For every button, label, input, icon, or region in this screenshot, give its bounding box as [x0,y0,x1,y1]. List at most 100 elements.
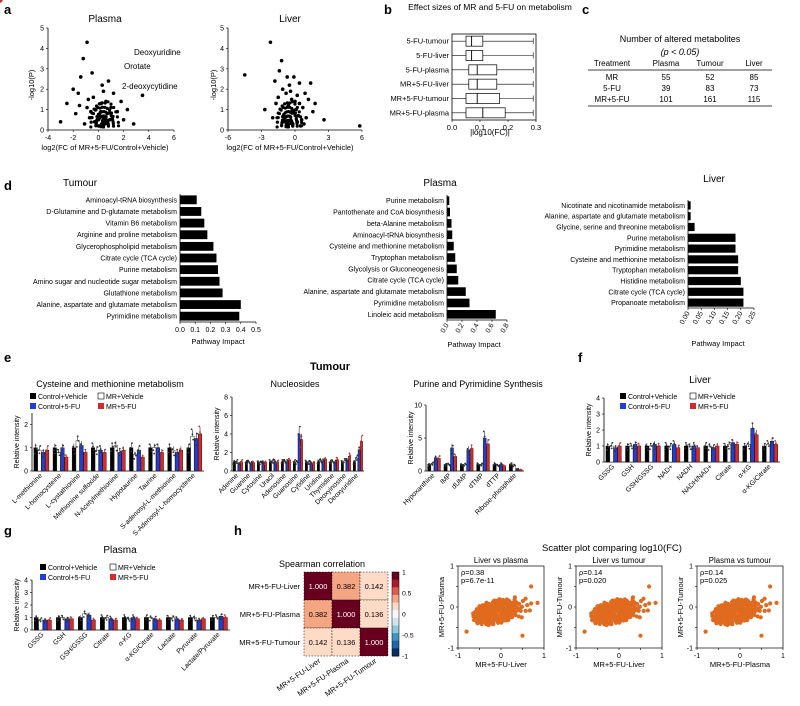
scatter-x-tick-label: 1 [660,653,664,660]
plasma-bar-dot [219,616,222,618]
pur-dot [467,451,470,453]
scatter-rho: ρ=0.38 [461,568,484,577]
pur-dot [469,452,472,454]
liver-volcano-point [275,125,279,129]
pur-dot [471,447,474,450]
nuc-dot [274,460,277,463]
cys-bar [190,436,195,472]
plasma-volcano-point [90,116,94,120]
cys-dot [46,452,49,455]
scatter-point [517,606,522,611]
liver-bar-dot [746,442,749,445]
cys-bar [194,438,199,472]
cys-dot [83,455,86,458]
plasma-bar-dot [128,620,131,622]
plasma-bar-dot [34,619,37,622]
scatter-x-tick-label: -1 [455,653,461,660]
scatter-y-tick-label: 1 [450,564,454,571]
nuc-dot [304,459,307,462]
cys-dot [154,444,156,447]
cys-dot [45,449,48,452]
scatter-y-tick-label: 0 [689,605,693,612]
pur-dot [500,463,503,465]
liver-bar-dot [771,437,774,439]
scatter-point [638,633,643,638]
cys-dot [41,456,44,458]
pur-x-label: dUMP [451,472,470,491]
plasma-bar-dot [38,619,41,621]
orotate-label: Orotate [124,62,151,71]
nuc-dot [294,459,297,461]
plasma-volcano-point [94,104,99,108]
scatter-point [635,606,640,611]
plasma-volcano-point [100,83,104,87]
liver-volcano-point [313,101,317,106]
scatter-point [497,608,502,613]
cys-dot [157,446,159,449]
nuc-dot [336,458,339,461]
liver-volcano-point [289,122,293,126]
plasma-bar-dot [43,621,46,624]
plasma-volcano-point [109,102,113,106]
table-cell: 73 [750,84,759,93]
liver-volcano-point [280,120,284,125]
scatter-title: Scatter plot comparing log10(FC) [542,543,682,554]
scatter-point [710,618,716,623]
liver-bar-dot [626,449,629,451]
scatter-point [612,603,617,608]
scatter-point [582,629,587,634]
liver-volcano-x-tick-label: -3 [258,135,264,142]
plasma-bar-dot [189,614,192,617]
cys-dot [167,451,170,454]
scatter-point [726,615,731,620]
liver-volcano-point [299,120,304,124]
heatmap-cell-value: 1.000 [365,638,384,647]
liver-bar-dot [606,449,608,451]
scatter-point [736,597,741,602]
boxplot-row-label: MR+5-FU-tumour [390,94,449,103]
cys-dot [150,450,153,453]
legend-swatch-control-vehicle [30,393,36,399]
scatter-point [477,604,482,609]
tumour-pathway-bar [180,241,214,251]
scatter-point [595,604,600,609]
liver-bar-bar [766,444,771,463]
scatter-point [485,609,491,614]
scatter-point [739,597,744,602]
colorbar-tick-label: 0.5 [402,591,412,598]
liver-pathway-xlabel: Pathway Impact [691,339,745,348]
legend-f-swatch-mr-5fu [690,403,696,409]
table-cell: 55 [662,73,671,82]
cys-dot [157,450,160,453]
legend-f-label-mr-vehicle: MR+Vehicle [698,394,736,401]
legend-swatch-control-5fu [30,403,36,409]
plasma-volcano-point [104,118,108,122]
plasma-volcano-point [100,124,104,128]
plasma-pathway-bar-label: Alanine, aspartate and glutamate metabol… [304,289,445,296]
nuc-dot [360,444,363,447]
liver-bar-dot [775,442,777,445]
nuc-dot [280,462,283,465]
scatter-point [499,620,504,625]
scatter-point [768,601,773,606]
liver-bar-dot [614,445,617,448]
nuc-bar [357,449,361,472]
nuc-dot [237,464,240,467]
plasma-volcano-point [85,105,89,110]
cys-bar [71,447,76,472]
liver-bar-dot [712,448,715,451]
nuc-dot [268,459,271,461]
plasma-bar-dot [211,619,214,621]
colorbar-segment [392,594,399,604]
cys-y-tick-label: 2 [24,422,28,429]
nuc-dot [340,459,343,462]
heatmap-row-label: MR+5-FU-Plasma [240,610,301,619]
scatter-point [504,597,509,602]
liver-bar-dot [763,448,766,451]
heatmap-row-label: MR+5-FU-Liver [249,582,301,591]
plasma-bar-dot [154,619,156,622]
legend-g-label-control-5fu: Control+5-FU [48,575,90,582]
liver-pathway-bar-label: Glycine, serine and threonine metabolism [556,225,685,232]
liver-volcano-point [295,93,300,98]
